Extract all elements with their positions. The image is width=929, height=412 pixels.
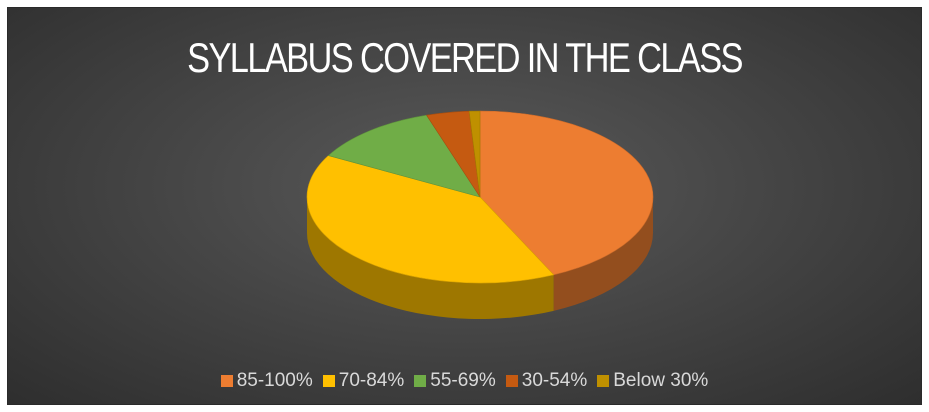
legend-swatch [220, 375, 233, 387]
legend-item-85-100: 85-100% [220, 370, 313, 392]
legend-swatch [597, 375, 610, 387]
legend-swatch [414, 375, 427, 387]
legend-label: Below 30% [613, 370, 709, 391]
legend-swatch [322, 375, 335, 387]
legend-label: 70-84% [338, 370, 405, 391]
legend-label: 30-54% [521, 370, 588, 391]
legend-label: 55-69% [430, 370, 496, 391]
pie-side-70-84 [307, 197, 554, 319]
chart-area: SYLLABUS COVERED IN THE CLASS 85-100% 70-… [7, 7, 922, 405]
legend-item-70-84: 70-84% [322, 370, 405, 392]
legend-label: 85-100% [236, 370, 313, 391]
legend-item-30-54: 30-54% [505, 370, 588, 392]
pie-slice-85-100 [479, 110, 654, 276]
legend-item-below-30: Below 30% [597, 370, 708, 392]
pie-side-85-100 [553, 197, 653, 311]
legend-swatch [505, 375, 518, 387]
legend: 85-100% 70-84% 55-69% 30-54% Below 30% [8, 370, 921, 392]
pie-slice-70-84 [306, 155, 555, 284]
pie-slice-below-30 [468, 110, 481, 198]
chart-title: SYLLABUS COVERED IN THE CLASS [187, 34, 743, 81]
legend-item-55-69: 55-69% [414, 370, 496, 392]
pie-chart [306, 110, 654, 319]
pie-slice-55-69 [327, 114, 481, 198]
